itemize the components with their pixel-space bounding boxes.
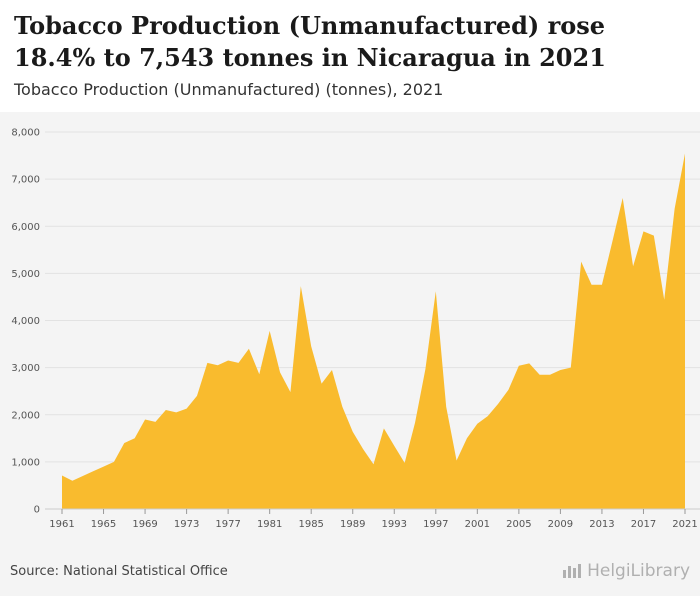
data-point-1999[interactable] xyxy=(454,457,460,463)
data-point-1987[interactable] xyxy=(329,367,335,373)
data-point-2021[interactable] xyxy=(682,151,688,157)
helgi-library-logo[interactable]: HelgiLibrary xyxy=(563,561,690,581)
data-point-1980[interactable] xyxy=(256,371,262,377)
y-tick-label: 2,000 xyxy=(11,410,40,421)
x-tick-label: 1973 xyxy=(174,519,199,530)
area-chart: 0 1,000 2,000 3,000 4,000 5,000 6,000 7,000 8,00… xyxy=(11,128,700,530)
data-point-2020[interactable] xyxy=(672,206,678,212)
data-point-1963[interactable] xyxy=(80,473,86,479)
data-point-2009[interactable] xyxy=(557,367,563,373)
data-point-1971[interactable] xyxy=(163,407,169,413)
chart-title: Tobacco Production (Unmanufactured) rose… xyxy=(14,11,606,72)
data-point-2010[interactable] xyxy=(568,365,574,371)
y-tick-label: 8,000 xyxy=(11,128,40,139)
x-tick-label: 1981 xyxy=(257,519,282,530)
y-tick-label: 5,000 xyxy=(11,269,40,280)
data-point-2012[interactable] xyxy=(589,282,595,288)
data-point-1998[interactable] xyxy=(443,404,449,410)
data-point-2011[interactable] xyxy=(578,259,584,265)
logo-text: HelgiLibrary xyxy=(587,561,690,581)
x-tick-label: 2009 xyxy=(548,519,573,530)
data-point-2000[interactable] xyxy=(464,435,470,441)
data-point-1985[interactable] xyxy=(308,343,314,349)
data-point-1965[interactable] xyxy=(101,464,107,470)
y-tick-label: 6,000 xyxy=(11,222,40,233)
data-point-1966[interactable] xyxy=(111,459,117,465)
data-point-1975[interactable] xyxy=(204,360,210,366)
y-tick-label: 7,000 xyxy=(11,175,40,186)
y-tick-label: 3,000 xyxy=(11,363,40,374)
data-point-2013[interactable] xyxy=(599,282,605,288)
data-point-1992[interactable] xyxy=(381,425,387,431)
data-point-1989[interactable] xyxy=(350,429,356,435)
data-point-1990[interactable] xyxy=(360,446,366,452)
data-point-1970[interactable] xyxy=(152,419,158,425)
x-tick-label: 1961 xyxy=(49,519,74,530)
x-tick-label: 1977 xyxy=(215,519,240,530)
x-tick-label: 2013 xyxy=(589,519,614,530)
data-point-1978[interactable] xyxy=(236,360,242,366)
x-tick-label: 1969 xyxy=(132,519,157,530)
library-building-icon xyxy=(563,564,583,578)
data-point-1994[interactable] xyxy=(402,460,408,466)
chart-subtitle: Tobacco Production (Unmanufactured) (ton… xyxy=(14,80,444,99)
data-point-1962[interactable] xyxy=(69,478,75,484)
data-point-1996[interactable] xyxy=(422,366,428,372)
y-tick-label: 1,000 xyxy=(11,457,40,468)
data-point-2018[interactable] xyxy=(651,233,657,239)
data-point-2017[interactable] xyxy=(640,228,646,234)
data-point-1984[interactable] xyxy=(298,283,304,289)
data-point-1969[interactable] xyxy=(142,416,148,422)
data-point-2004[interactable] xyxy=(505,387,511,393)
data-point-1983[interactable] xyxy=(287,389,293,395)
x-tick-label: 1993 xyxy=(382,519,407,530)
chart-footer: Source: National Statistical Office Helg… xyxy=(0,550,700,596)
data-point-1995[interactable] xyxy=(412,420,418,426)
data-point-1988[interactable] xyxy=(339,404,345,410)
chart-header: Tobacco Production (Unmanufactured) rose… xyxy=(0,0,700,112)
data-point-1977[interactable] xyxy=(225,358,231,364)
data-point-1974[interactable] xyxy=(194,393,200,399)
x-tick-label: 2021 xyxy=(672,519,697,530)
data-area-layer xyxy=(59,151,688,509)
x-axis-ticks: 1961 1965 1969 1973 1977 1981 1985 1989 1993 1997… xyxy=(45,508,700,530)
data-point-1964[interactable] xyxy=(90,468,96,474)
data-point-1981[interactable] xyxy=(267,328,273,334)
data-point-2002[interactable] xyxy=(485,413,491,419)
x-tick-label: 2017 xyxy=(631,519,656,530)
x-tick-label: 1985 xyxy=(298,519,323,530)
data-point-1993[interactable] xyxy=(391,443,397,449)
data-point-1982[interactable] xyxy=(277,369,283,375)
data-point-1973[interactable] xyxy=(184,406,190,412)
data-point-1976[interactable] xyxy=(215,362,221,368)
y-tick-label: 0 xyxy=(34,505,40,516)
data-point-2007[interactable] xyxy=(537,372,543,378)
data-point-2014[interactable] xyxy=(609,239,615,245)
source-note: Source: National Statistical Office xyxy=(10,564,228,579)
data-point-2019[interactable] xyxy=(661,297,667,303)
data-point-2001[interactable] xyxy=(474,421,480,427)
data-point-1986[interactable] xyxy=(319,381,325,387)
series-area xyxy=(62,153,685,509)
y-tick-label: 4,000 xyxy=(11,316,40,327)
data-point-1961[interactable] xyxy=(59,473,65,479)
x-tick-label: 1989 xyxy=(340,519,365,530)
data-point-2005[interactable] xyxy=(516,363,522,369)
data-point-1972[interactable] xyxy=(173,409,179,415)
data-point-2008[interactable] xyxy=(547,372,553,378)
data-point-2006[interactable] xyxy=(526,360,532,366)
data-point-2015[interactable] xyxy=(620,195,626,201)
x-tick-label: 1965 xyxy=(91,519,116,530)
x-tick-label: 2001 xyxy=(465,519,490,530)
data-point-1968[interactable] xyxy=(132,435,138,441)
data-point-2003[interactable] xyxy=(495,401,501,407)
data-point-1991[interactable] xyxy=(371,461,377,467)
data-point-2016[interactable] xyxy=(630,263,636,269)
x-tick-label: 1997 xyxy=(423,519,448,530)
data-point-1997[interactable] xyxy=(433,288,439,294)
data-point-1979[interactable] xyxy=(246,346,252,352)
y-axis-ticks: 0 1,000 2,000 3,000 4,000 5,000 6,000 7,000 8,00… xyxy=(11,128,40,516)
data-point-1967[interactable] xyxy=(121,440,127,446)
x-tick-label: 2005 xyxy=(506,519,531,530)
